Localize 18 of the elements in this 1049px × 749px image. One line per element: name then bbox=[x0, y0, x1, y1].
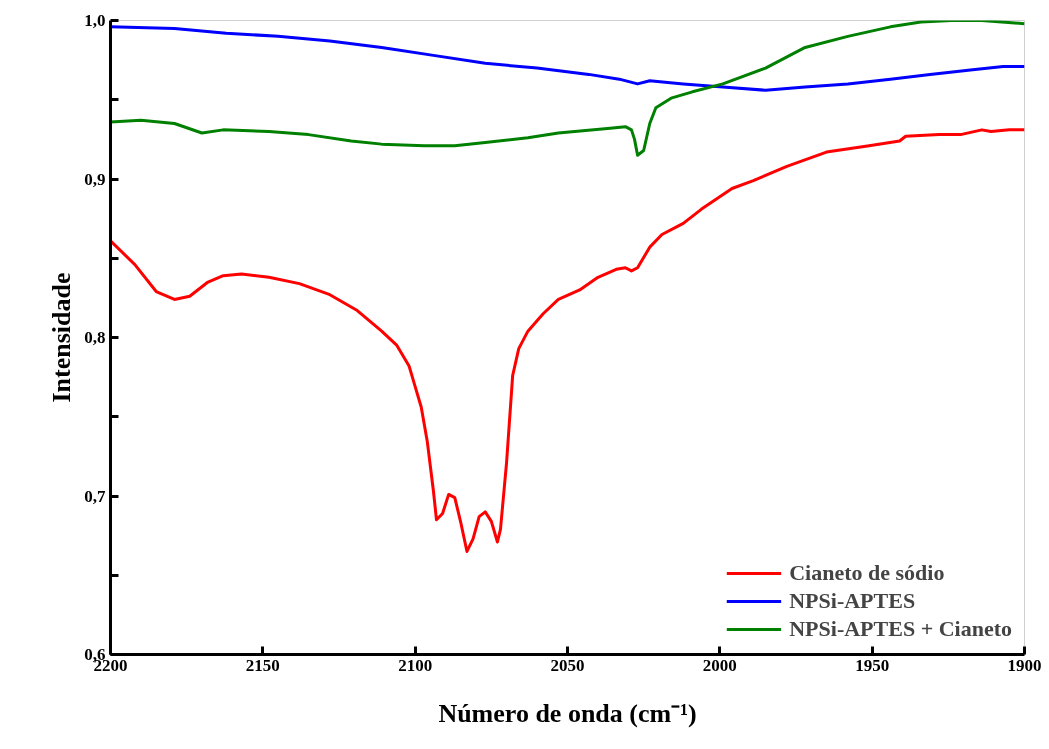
y-tick-label: 1,0 bbox=[84, 11, 106, 30]
x-tick-label: 2050 bbox=[550, 655, 585, 675]
x-tick-label: 2000 bbox=[702, 655, 737, 675]
y-tick-label: 0,9 bbox=[84, 169, 106, 189]
x-tick-label: 1950 bbox=[855, 655, 890, 675]
y-tick-label: 0,7 bbox=[84, 486, 106, 506]
x-tick-label: 1900 bbox=[1007, 655, 1042, 675]
y-tick-label: 0,8 bbox=[84, 328, 106, 347]
legend-label: Cianeto de sódio bbox=[789, 560, 945, 586]
x-tick-label: 2100 bbox=[398, 655, 433, 675]
line-series bbox=[110, 25, 1025, 92]
line-series bbox=[110, 128, 1025, 553]
y-axis-title: Intensidade bbox=[47, 272, 77, 403]
x-axis-title: Número de onda (cm⁻¹) bbox=[438, 698, 697, 728]
line-series bbox=[110, 20, 1025, 157]
legend-label: NPSi-APTES + Cianeto bbox=[789, 616, 1012, 642]
x-tick-label: 2150 bbox=[245, 655, 280, 675]
legend-label: NPSi-APTES bbox=[789, 588, 916, 614]
